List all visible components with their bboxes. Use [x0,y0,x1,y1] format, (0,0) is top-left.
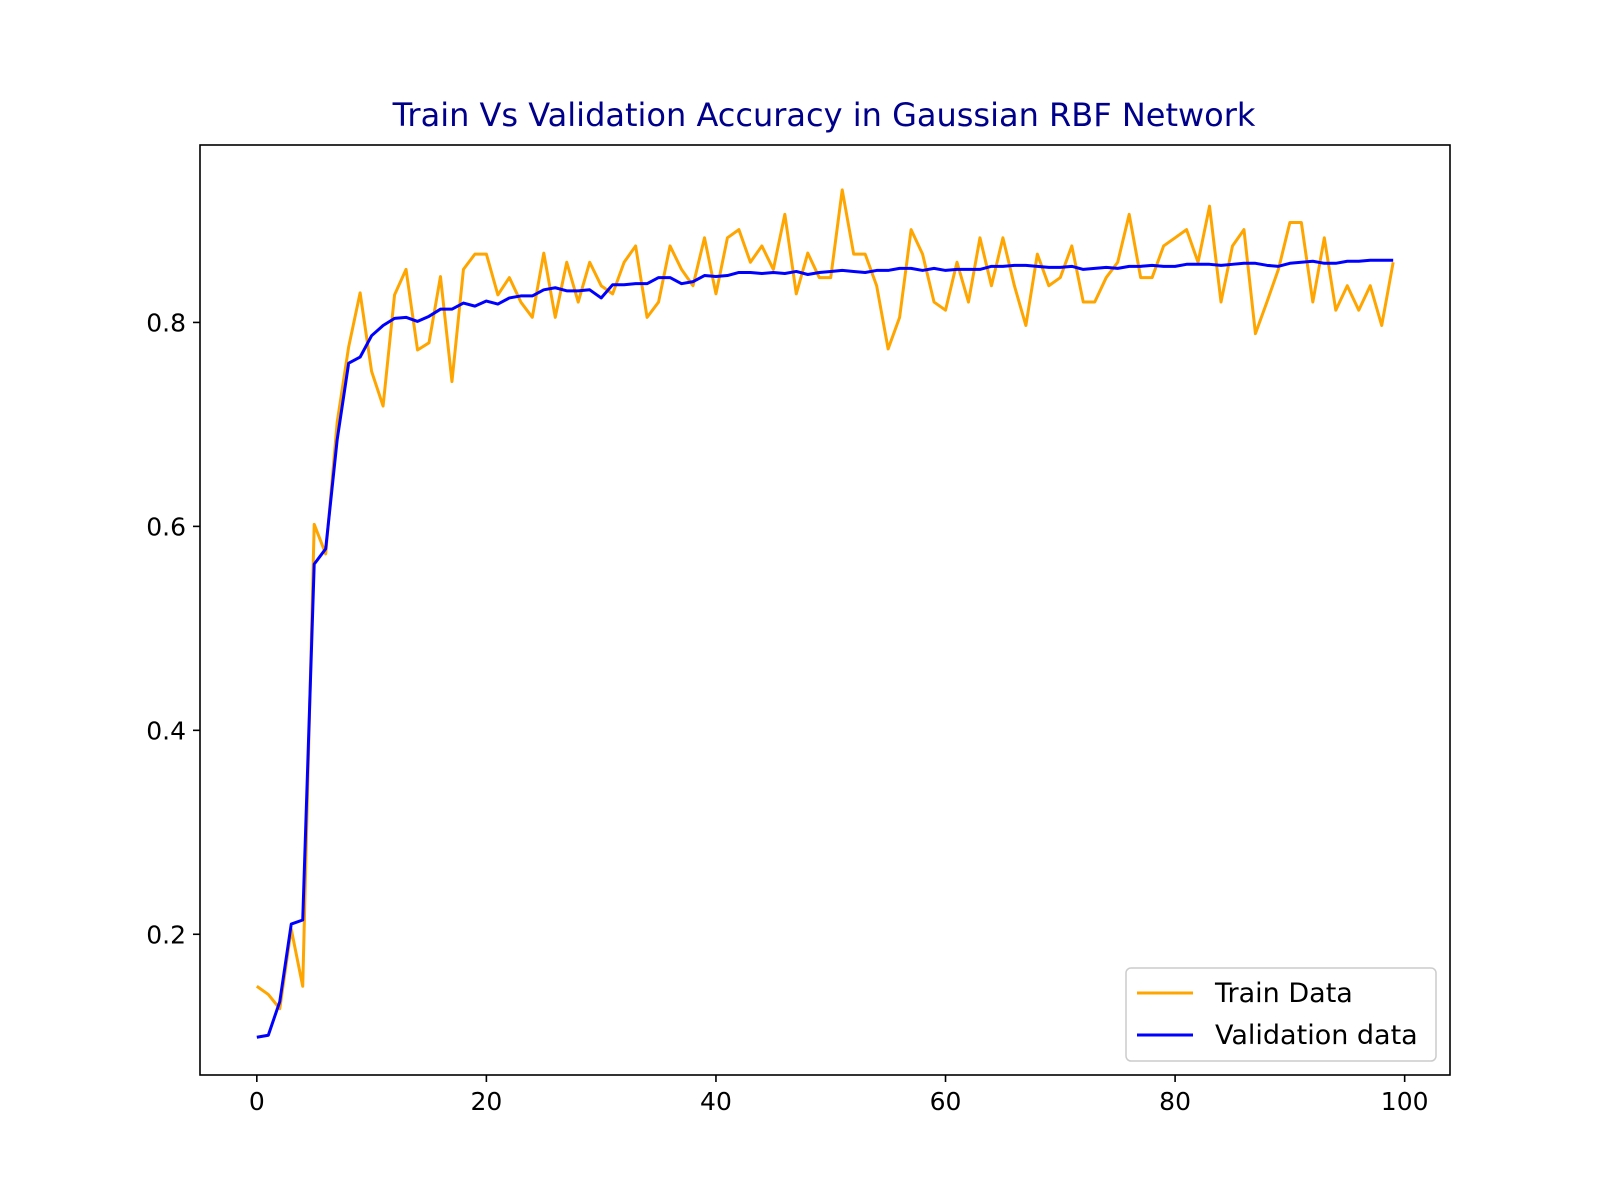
y-axis: 0.2 0.4 0.6 0.8 [146,308,200,949]
legend-label-train-data: Train Data [1214,978,1353,1009]
series-line-train-data [255,188,1395,1011]
plot-background [200,145,1450,1075]
y-tick-label: 0.8 [146,308,186,337]
x-axis: 0 20 40 60 80 100 [249,1075,1429,1116]
x-tick-label: 40 [700,1087,732,1116]
x-tick-label: 0 [249,1087,265,1116]
x-tick-label: 20 [470,1087,502,1116]
plot-area [200,145,1450,1075]
chart-title: Train Vs Validation Accuracy in Gaussian… [392,96,1256,134]
series-line-validation-data [256,258,1394,1039]
y-tick-label: 0.4 [146,716,186,745]
x-tick-label: 60 [930,1087,962,1116]
plot-frame [199,144,1451,1076]
x-tick-label: 100 [1381,1087,1429,1116]
legend-box [1125,967,1437,1062]
y-tick-label: 0.2 [146,920,186,949]
series-layer [255,188,1395,1039]
legend-label-validation-data: Validation data [1215,1020,1418,1051]
x-tick-label: 80 [1159,1087,1191,1116]
legend: Train Data Validation data [1125,967,1437,1062]
y-tick-label: 0.6 [146,512,186,541]
